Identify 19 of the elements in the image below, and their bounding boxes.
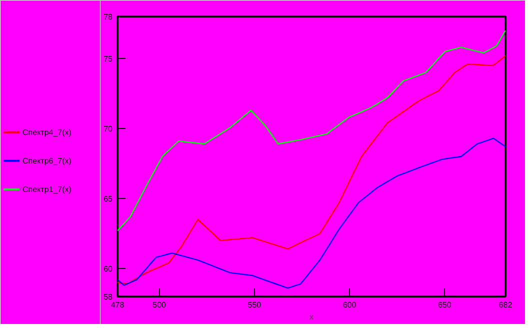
y-tick-label: 65 xyxy=(104,194,114,204)
y-tick-label: 78 xyxy=(104,12,114,22)
line-series xyxy=(118,55,506,284)
x-tick-label: 478 xyxy=(110,300,125,310)
y-tick-label: 60 xyxy=(104,264,114,274)
x-tick-label: 600 xyxy=(342,300,357,310)
x-axis-title: x xyxy=(310,312,314,322)
line-series xyxy=(118,138,506,289)
legend-label: Спектр1_7(x) xyxy=(22,184,72,194)
legend-label: Спектр6_7(x) xyxy=(22,156,72,166)
y-tick-label: 58 xyxy=(104,292,114,302)
legend-label: Спектр4_7(x) xyxy=(22,128,72,137)
line-series xyxy=(118,30,506,232)
x-tick-label: 650 xyxy=(438,300,452,310)
x-tick-label: 500 xyxy=(152,300,167,310)
x-tick-label: 682 xyxy=(498,300,513,310)
y-tick-label: 70 xyxy=(104,124,114,134)
x-tick-label: 550 xyxy=(248,300,262,310)
y-tick-label: 75 xyxy=(104,54,114,64)
